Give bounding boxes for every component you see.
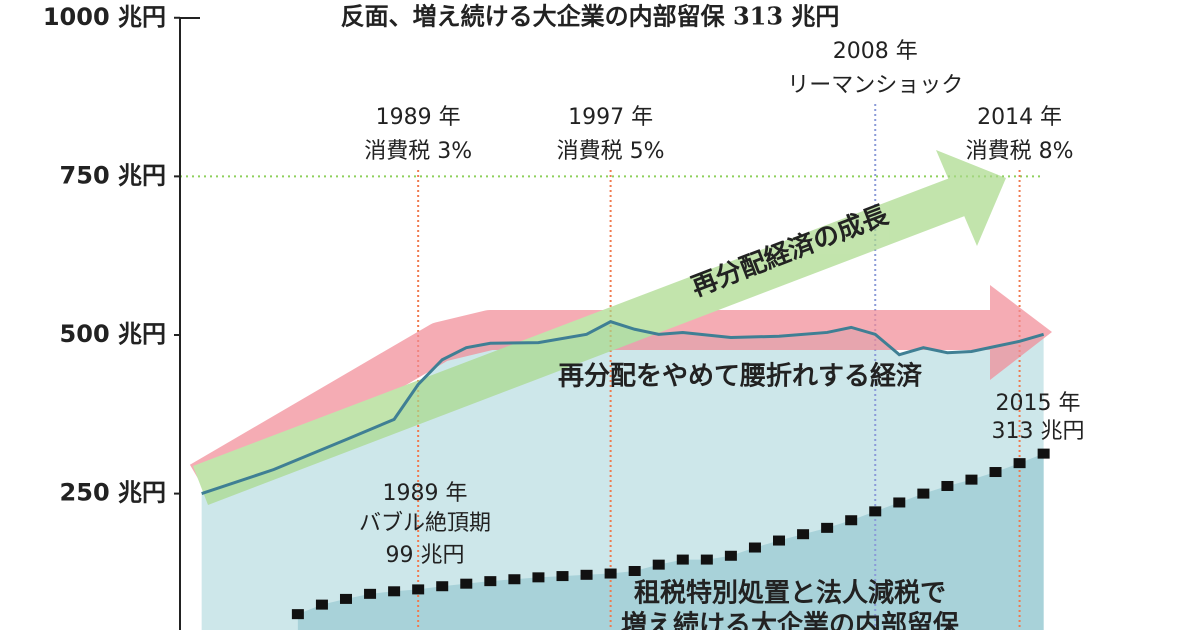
y-tick-label: 250 兆円 [60,479,166,507]
reserve-dot [821,522,834,533]
reserve-dot [580,569,593,580]
event-label: 2014 年 [977,105,1062,130]
reserve-dot [1013,458,1026,469]
annotation: 増え続ける大企業の内部留保 [621,610,960,630]
marks [201,320,1050,620]
reserve-dot [965,474,978,485]
event-label: リーマンショック [787,73,963,98]
reserve-dot [941,480,954,491]
y-tick-label: 750 兆円 [60,161,166,189]
reserve-dot [339,593,352,604]
reserve-dot [628,565,641,576]
annotation: 2015 年 [996,391,1081,416]
reserve-dot [724,550,737,561]
reserve-dot [388,586,401,597]
reserve-dot [676,554,689,565]
reserve-dot [845,515,858,526]
reserve-dot [1037,448,1050,459]
reserve-dot [532,572,545,583]
annotation: バブル絶頂期 [359,511,491,536]
area [297,453,1044,630]
line [201,320,1045,496]
reserve-dot [893,497,906,508]
event-label: 2008 年 [833,39,918,64]
reserve-dot [748,542,761,553]
reserve-dot [508,574,521,585]
red-arrow-body [189,310,995,500]
reserve-dot [700,554,713,565]
reserve-dot [460,578,473,589]
reserve-dot [556,571,569,582]
reserve-dot [917,488,930,499]
annotation: 99 兆円 [386,543,465,568]
y-tick-label: 1000 兆円 [43,3,166,31]
reserve-dot [291,609,304,620]
reserve-dot [604,568,617,579]
annotation: 租税特別処置と法人減税で [634,578,946,609]
reserve-dot [869,506,882,517]
y-tick-label: 500 兆円 [60,320,166,348]
reserve-dot [364,588,377,599]
event-label: 消費税 8% [966,139,1074,164]
annotation: 313 兆円 [992,419,1085,444]
event-label: 1997 年 [568,105,653,130]
reserve-dot [989,467,1002,478]
event-label: 消費税 3% [364,139,472,164]
reserve-dot [797,529,810,540]
arrow-label: 再分配をやめて腰折れする経済 [558,361,923,392]
reserve-dot [652,559,665,570]
reserve-dot [773,535,786,546]
reserve-dot [315,599,328,610]
event-label: 1989 年 [376,105,461,130]
red-arrow-head [990,285,1052,380]
event-label: 消費税 5% [557,139,665,164]
green-arrow-head [936,150,1006,246]
reserve-dot [412,584,425,595]
reserve-dot [436,581,449,592]
annotation: 1989 年 [383,481,468,506]
reserve-dot [484,576,497,587]
chart-title: 反面、増え続ける大企業の内部留保 313 兆円 [341,2,840,31]
